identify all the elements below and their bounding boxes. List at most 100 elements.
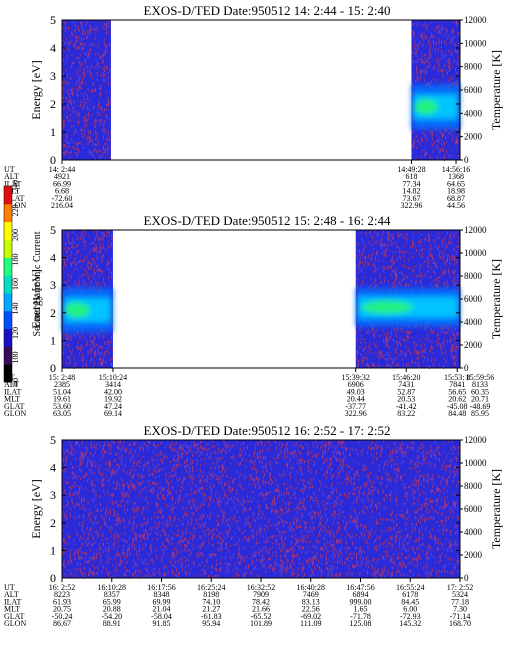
noise-speck [155,503,157,508]
noise-speck [365,541,367,545]
noise-speck [448,271,450,275]
noise-speck [423,261,425,263]
noise-speck [422,138,423,142]
noise-speck [420,503,422,506]
noise-speck [392,286,393,288]
noise-speck [320,481,322,483]
energy-tick-label: 1 [50,125,56,139]
noise-speck [432,143,433,147]
noise-speck [342,461,344,466]
noise-speck [393,251,395,254]
ephemeris-row-label: GLAT [4,402,25,411]
noise-speck [416,54,418,58]
ephemeris-cell: 14:49:28 [397,165,425,174]
noise-speck [364,532,365,536]
noise-speck [99,251,101,254]
noise-speck [433,35,435,39]
noise-speck [456,508,458,510]
noise-speck [90,348,92,352]
noise-speck [154,445,156,449]
noise-speck [64,573,66,576]
noise-speck [81,26,83,30]
noise-speck [63,257,65,261]
noise-speck [192,503,194,507]
noise-speck [102,154,103,156]
noise-speck [91,358,93,361]
noise-speck [391,255,393,259]
noise-speck [105,248,107,251]
noise-speck [381,477,382,480]
noise-speck [105,514,107,518]
noise-speck [360,353,362,356]
noise-speck [338,474,340,478]
noise-speck [80,255,82,257]
noise-speck [370,515,372,518]
noise-speck [359,257,361,260]
noise-speck [451,137,453,141]
noise-speck [411,359,413,362]
noise-speck [412,75,414,78]
noise-speck [112,508,114,511]
ephemeris-cell: 42.00 [104,387,122,396]
noise-speck [420,279,422,283]
noise-speck [84,233,85,237]
noise-speck [217,548,219,551]
noise-speck [454,81,456,85]
noise-speck [224,449,226,454]
noise-speck [118,483,120,487]
noise-speck [64,30,66,33]
noise-speck [148,562,150,565]
noise-speck [430,244,432,248]
noise-speck [221,556,223,560]
noise-speck [105,461,107,466]
noise-speck [180,557,182,561]
noise-speck [430,54,432,58]
noise-speck [302,536,304,540]
noise-speck [234,496,236,500]
noise-speck [419,264,421,267]
noise-speck [91,484,93,488]
noise-speck [91,114,93,117]
noise-speck [221,548,223,551]
noise-speck [421,256,423,258]
noise-speck [358,264,359,266]
panel-title: EXOS-D/TED Date:950512 14: 2:44 - 15: 2:… [144,3,391,18]
noise-speck [455,281,457,284]
noise-speck [405,516,407,521]
noise-speck [88,151,90,154]
noise-speck [93,28,95,31]
noise-speck [103,360,105,363]
noise-speck [81,21,83,25]
noise-speck [82,106,84,110]
noise-speck [73,485,75,488]
noise-speck [282,531,284,535]
noise-speck [380,353,382,357]
noise-speck [399,250,401,255]
noise-speck [263,493,264,496]
noise-speck [393,285,395,289]
noise-speck [455,142,457,145]
noise-speck [443,133,445,135]
noise-speck [420,241,422,244]
noise-speck [348,533,350,537]
noise-speck [100,555,102,558]
noise-speck [412,245,414,249]
noise-speck [457,516,459,520]
noise-speck [300,539,301,542]
noise-speck [132,542,133,545]
noise-speck [228,550,230,553]
noise-speck [339,493,341,497]
noise-speck [103,65,105,69]
noise-speck [323,454,324,457]
noise-speck [403,250,405,254]
noise-speck [429,48,431,52]
noise-speck [76,250,78,253]
noise-speck [77,333,79,336]
noise-speck [181,448,183,451]
noise-speck [432,363,434,366]
noise-speck [108,261,110,265]
noise-speck [165,474,167,477]
noise-speck [110,271,112,275]
noise-speck [210,457,212,460]
noise-speck [387,357,389,362]
